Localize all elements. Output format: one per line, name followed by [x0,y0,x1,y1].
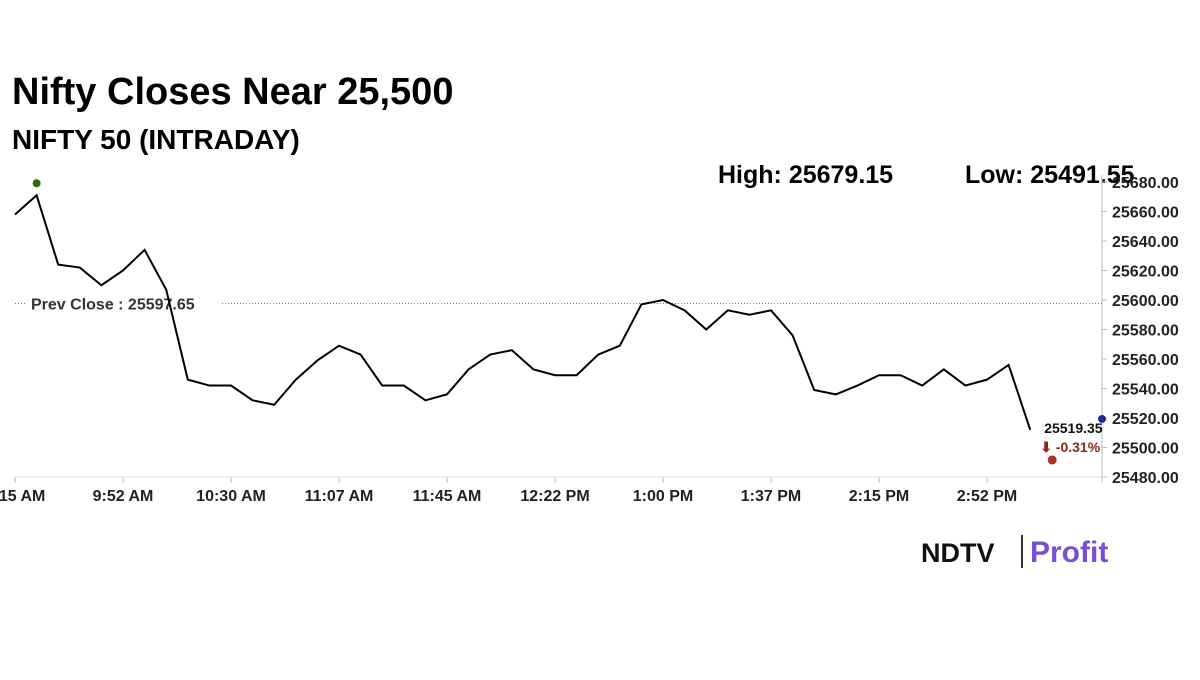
prev-close-label: Prev Close : 25597.65 [31,296,195,313]
last-label: 25519.35 [1044,420,1103,436]
high-label: High: 25679.15 [718,161,893,189]
x-tick-label: 1:00 PM [633,488,693,505]
high-marker [32,179,41,188]
brand-ndtv: NDTV [921,538,995,568]
y-tick-label: 25680.00 [1112,175,1179,192]
price-line [14,193,1032,431]
prev-close-bg [26,292,222,313]
y-tick-label: 25660.00 [1112,205,1179,222]
y-tick-label: 25480.00 [1112,470,1179,487]
x-tick-label: 9:52 AM [93,488,154,505]
x-tick-label: 11:07 AM [305,488,374,505]
x-tick-label: 1:37 PM [741,488,801,505]
chart-title: Nifty Closes Near 25,500 [12,71,453,113]
y-tick-label: 25620.00 [1112,264,1179,281]
last-marker [1098,414,1106,423]
x-tick-label: 9:15 AM [0,488,45,505]
brand-profit: Profit [1030,536,1108,569]
y-tick-label: 25640.00 [1112,234,1179,251]
change-label: ⬇ -0.31% [1040,439,1101,455]
chart-subtitle: NIFTY 50 (INTRADAY) [12,124,300,155]
x-tick-label: 10:30 AM [196,488,266,505]
y-tick-label: 25580.00 [1112,323,1179,340]
x-tick-label: 2:15 PM [849,488,909,505]
y-tick-label: 25520.00 [1112,411,1179,428]
x-tick-label: 11:45 AM [413,488,482,505]
x-tick-label: 2:52 PM [957,488,1017,505]
y-tick-label: 25600.00 [1112,293,1179,310]
low-label: Low: 25491.55 [965,161,1135,189]
y-tick-label: 25500.00 [1112,441,1179,458]
y-tick-label: 25540.00 [1112,382,1179,399]
y-tick-label: 25560.00 [1112,352,1179,369]
x-tick-label: 12:22 PM [520,488,589,505]
low-marker [1047,455,1057,465]
